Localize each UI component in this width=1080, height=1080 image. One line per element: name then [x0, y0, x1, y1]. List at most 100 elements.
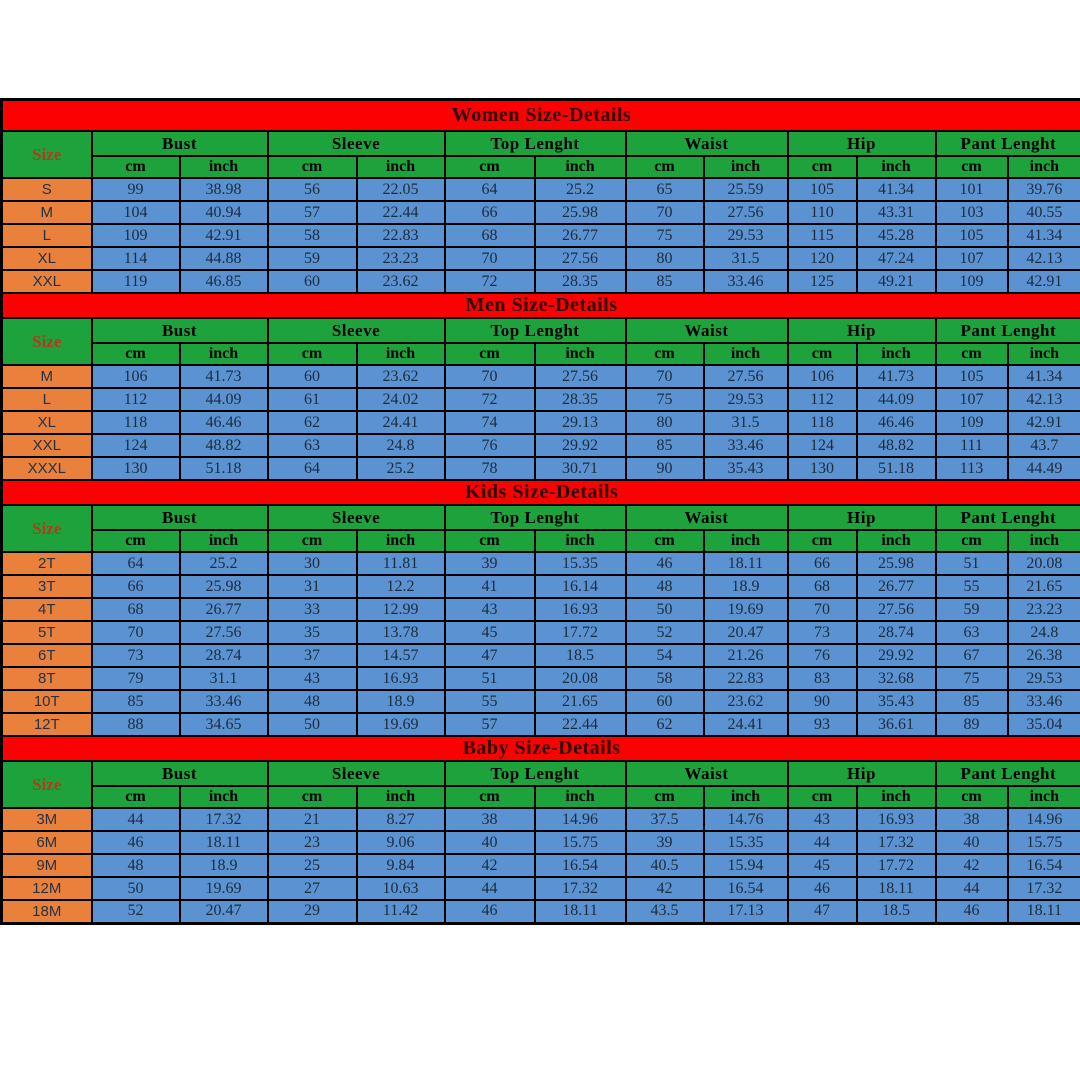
measurement-value: 23.23: [1006, 597, 1080, 622]
measurement-value: 90: [624, 456, 705, 481]
measurement-value: 58: [266, 223, 358, 248]
measurement-value: 51: [934, 551, 1009, 576]
measurement-value: 39: [443, 551, 536, 576]
measurement-value: 26.38: [1006, 643, 1080, 668]
measurement-value: 46: [934, 899, 1009, 924]
measurement-value: 27.56: [533, 246, 627, 271]
measurement-value: 68: [90, 597, 181, 622]
measurement-value: 24.8: [355, 433, 446, 458]
measurement-value: 35.43: [702, 456, 789, 481]
measurement-value: 124: [786, 433, 858, 458]
measurement-value: 27.56: [178, 620, 269, 645]
measurement-value: 18.11: [533, 899, 627, 924]
size-label: L: [0, 387, 93, 412]
measurement-value: 105: [786, 177, 858, 202]
measurement-value: 28.74: [178, 643, 269, 668]
measurement-value: 29: [266, 899, 358, 924]
measurement-value: 44: [90, 807, 181, 832]
measurement-value: 48.82: [855, 433, 937, 458]
unit-header: cm: [443, 785, 536, 809]
measurement-value: 18.9: [178, 853, 269, 878]
measurement-value: 22.05: [355, 177, 446, 202]
unit-header: inch: [178, 342, 269, 366]
measurement-value: 73: [786, 620, 858, 645]
measurement-value: 105: [934, 223, 1009, 248]
size-label: 9M: [0, 853, 93, 878]
size-label: 10T: [0, 689, 93, 714]
measurement-value: 37.5: [624, 807, 705, 832]
measure-group-header: Waist: [624, 760, 789, 787]
unit-header: cm: [786, 155, 858, 179]
measurement-value: 41.34: [1006, 223, 1080, 248]
measurement-value: 48: [266, 689, 358, 714]
measurement-value: 40.55: [1006, 200, 1080, 225]
measurement-value: 22.44: [355, 200, 446, 225]
measurement-value: 24.41: [702, 712, 789, 737]
measurement-value: 26.77: [178, 597, 269, 622]
measurement-value: 66: [443, 200, 536, 225]
measurement-value: 35.04: [1006, 712, 1080, 737]
measurement-value: 54: [624, 643, 705, 668]
unit-header: inch: [533, 342, 627, 366]
measurement-value: 13.78: [355, 620, 446, 645]
measurement-value: 42: [443, 853, 536, 878]
unit-header: cm: [266, 155, 358, 179]
size-label: XL: [0, 246, 93, 271]
measurement-value: 70: [786, 597, 858, 622]
measurement-value: 45: [786, 853, 858, 878]
measurement-value: 16.54: [1006, 853, 1080, 878]
measurement-value: 115: [786, 223, 858, 248]
section-baby: Baby Size-Details Size Bust Sleeve Top Lengh…: [0, 735, 1080, 924]
measure-group-header: Pant Lenght: [934, 317, 1080, 344]
measurement-value: 89: [934, 712, 1009, 737]
size-label: S: [0, 177, 93, 202]
measurement-value: 56: [266, 177, 358, 202]
measurement-value: 25.98: [855, 551, 937, 576]
measure-group-header: Sleeve: [266, 317, 446, 344]
measure-group-header: Bust: [90, 130, 269, 157]
measurement-value: 23.62: [355, 364, 446, 389]
measurement-value: 29.13: [533, 410, 627, 435]
unit-header: inch: [355, 785, 446, 809]
measurement-value: 44: [934, 876, 1009, 901]
size-chart-table: Women Size-Details Size Bust Sleeve Top Leng…: [0, 98, 1080, 925]
measurement-value: 25.2: [355, 456, 446, 481]
measurement-value: 33.46: [1006, 689, 1080, 714]
unit-header: cm: [443, 155, 536, 179]
measurement-value: 31.1: [178, 666, 269, 691]
measurement-value: 11.42: [355, 899, 446, 924]
measurement-value: 113: [934, 456, 1009, 481]
unit-header: cm: [90, 785, 181, 809]
measurement-value: 28.74: [855, 620, 937, 645]
measure-group-header: Waist: [624, 130, 789, 157]
measurement-value: 48: [624, 574, 705, 599]
measurement-value: 25.98: [178, 574, 269, 599]
measurement-value: 11.81: [355, 551, 446, 576]
measurement-value: 62: [624, 712, 705, 737]
measurement-value: 33: [266, 597, 358, 622]
measurement-value: 41: [443, 574, 536, 599]
measurement-value: 93: [786, 712, 858, 737]
measurement-value: 48.82: [178, 433, 269, 458]
measurement-value: 14.57: [355, 643, 446, 668]
measurement-value: 62: [266, 410, 358, 435]
size-row-S: S 99 38.98 56 22.05 64 25.2 65 25.59 105 41.34 101 3…: [0, 177, 1080, 202]
measurement-value: 85: [624, 269, 705, 294]
unit-header: cm: [934, 342, 1009, 366]
measurement-value: 106: [90, 364, 181, 389]
measurement-value: 33.46: [702, 433, 789, 458]
measurement-value: 34.65: [178, 712, 269, 737]
measure-group-header: Waist: [624, 504, 789, 531]
measurement-value: 18.11: [855, 876, 937, 901]
measurement-value: 28.35: [533, 387, 627, 412]
size-label: XXL: [0, 269, 93, 294]
size-row-XXL: XXL 119 46.85 60 23.62 72 28.35 85 33.46 125 49.21…: [0, 269, 1080, 294]
measurement-value: 55: [934, 574, 1009, 599]
measurement-value: 27.56: [855, 597, 937, 622]
measurement-value: 40: [934, 830, 1009, 855]
measurement-value: 16.93: [855, 807, 937, 832]
size-row-9M: 9M 48 18.9 25 9.84 42 16.54 40.5 15.94 45 17.72 42 1…: [0, 853, 1080, 878]
measurement-value: 112: [90, 387, 181, 412]
measure-group-header: Bust: [90, 504, 269, 531]
measurement-value: 20.47: [178, 899, 269, 924]
